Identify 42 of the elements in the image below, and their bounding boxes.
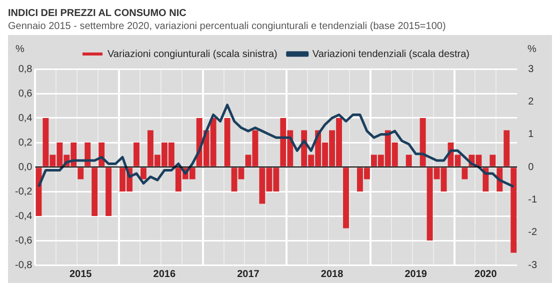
x-tick-label: 2017 <box>237 268 260 280</box>
x-tick-label: 2015 <box>70 268 92 280</box>
y-tick-label: -0,4 <box>14 210 33 222</box>
y2-tick-label: 3 <box>528 64 534 75</box>
y2-tick-label: -3 <box>528 260 538 271</box>
y2-tick-label: -2 <box>528 227 538 238</box>
x-tick-label: 2019 <box>404 268 428 280</box>
y-tick-label: 0,8 <box>18 64 33 75</box>
legend-label: Variazioni tendenziali (scala destra) <box>312 48 470 60</box>
bar <box>78 168 84 180</box>
y2-tick-label: -1 <box>528 194 538 206</box>
bar <box>140 168 146 180</box>
y2-axis-title: % <box>528 44 537 55</box>
y2-tick-label: 1 <box>528 129 534 140</box>
bar <box>490 154 496 166</box>
chart-subtitle: Gennaio 2015 - settembre 2020, variazioni percentuali congiunturali e tendenziali (base 2015=100) <box>8 20 447 33</box>
bar <box>224 118 230 166</box>
y-tick-label: 0,6 <box>18 88 33 100</box>
bar <box>84 142 91 166</box>
x-tick-label: 2018 <box>320 268 344 280</box>
x-tick-label: 2016 <box>153 268 176 280</box>
y-tick-label: 0,4 <box>18 112 33 124</box>
bar <box>92 168 98 216</box>
x-tick-label: 2020 <box>474 268 498 280</box>
y-tick-label: -0,8 <box>14 260 33 271</box>
y-tick-label: -0,2 <box>14 186 33 198</box>
bar <box>134 142 140 166</box>
y-tick-label: -0,6 <box>14 235 33 246</box>
bar <box>510 168 517 253</box>
bar <box>462 168 468 180</box>
legend-label: Variazioni congiunturali (scala sinistra) <box>108 48 278 60</box>
bar <box>504 130 510 166</box>
chart-title: INDICI DEI PREZZI AL CONSUMO NIC <box>8 8 188 20</box>
y-axis-title: % <box>16 44 25 55</box>
y-tick-label: 0,2 <box>18 137 33 148</box>
y-tick-label: 0,0 <box>18 162 33 173</box>
bar <box>106 168 112 216</box>
y2-tick-label: 2 <box>528 96 534 108</box>
bar <box>406 154 412 166</box>
bar <box>420 118 426 166</box>
y2-tick-label: 0 <box>528 162 534 173</box>
bar <box>343 168 349 228</box>
